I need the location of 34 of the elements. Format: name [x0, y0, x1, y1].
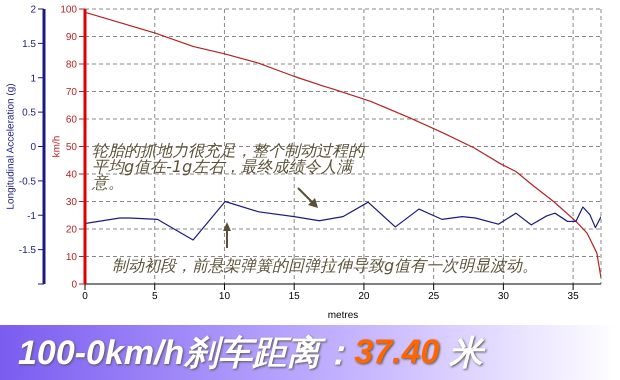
y2-tick-label: 1.5 [22, 38, 36, 50]
y-tick-label: 100 [60, 4, 78, 16]
x-axis-title: metres [328, 310, 358, 321]
y2-tick-label: 0.5 [22, 108, 36, 119]
y2-tick-label: 1 [30, 73, 36, 84]
annotation: 制动初段，前悬架弹簧的回弹拉伸导致g值有一次明显波动。 [112, 256, 538, 275]
y-axis-title: km/h [52, 136, 63, 158]
y2-tick-label: 0 [30, 142, 36, 154]
y-tick-label: 20 [66, 224, 78, 236]
y-tick-label: 50 [66, 142, 78, 154]
x-tick-label: 25 [428, 291, 440, 302]
x-tick-label: 30 [498, 291, 510, 302]
x-tick-label: 35 [568, 291, 580, 302]
y-tick-label: 90 [66, 32, 78, 44]
x-tick-label: 15 [288, 291, 300, 302]
x-tick-label: 0 [82, 291, 88, 302]
y-tick-label: 10 [66, 252, 78, 264]
y-tick-label: 60 [66, 114, 78, 126]
x-tick-label: 5 [152, 291, 158, 302]
line-series [85, 12, 601, 279]
x-tick-label: 10 [218, 291, 230, 302]
y2-tick-label: -1 [27, 210, 36, 222]
y-tick-label: 0 [71, 280, 78, 291]
y2-tick-label: -1.5 [18, 245, 36, 256]
y-tick-label: 40 [66, 170, 78, 181]
x-tick-label: 20 [358, 291, 370, 302]
y2-tick-label: -0.5 [18, 176, 36, 188]
line-series [85, 200, 601, 241]
y2-tick-label: 2 [30, 4, 36, 16]
y2-axis-title: Longitudinal Acceleration (g) [6, 83, 17, 210]
annotation: 轮胎的抓地力很充足，整个制动过程的平均g值在-1g左右，最终成绩令人满意。 [92, 141, 366, 192]
y-tick-label: 70 [66, 87, 78, 98]
y-tick-label: 80 [66, 60, 78, 71]
y-tick-label: 30 [66, 197, 78, 208]
